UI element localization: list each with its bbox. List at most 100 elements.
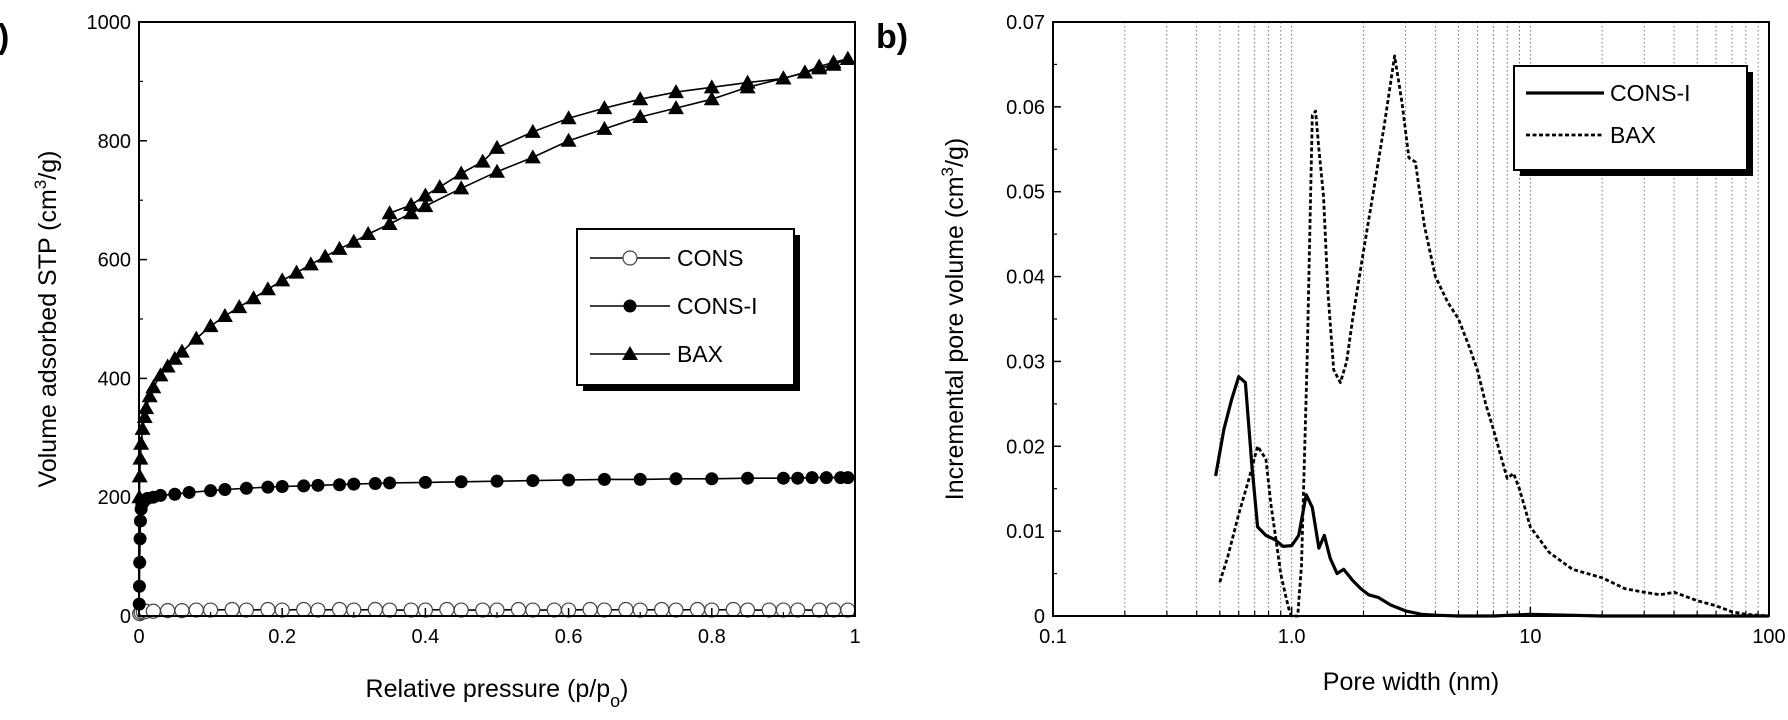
panel-a-series-2-point	[145, 379, 162, 394]
panel-a-ylabel-sup: 3	[31, 180, 50, 189]
panel-b-y-axis-label: Incremental pore volume (cm3/g)	[938, 138, 969, 500]
panel-a-series-2-point	[188, 330, 205, 345]
panel-a-series-0-point	[632, 602, 648, 618]
panel-a-series-1-point	[526, 474, 540, 488]
panel-a-series-1-point	[368, 477, 382, 491]
panel-a-y-axis-label: Volume adsorbed STP (cm3/g)	[31, 151, 62, 488]
panel-b-y-tick-label: 0.04	[1006, 267, 1045, 289]
panel-a-series-2-point	[216, 308, 233, 323]
panel-a-xlabel-main: Relative pressure (p/p	[366, 675, 611, 703]
panel-a-series-3-point	[839, 50, 856, 65]
panel-a-series-0-point	[689, 601, 706, 618]
panel-a-xlabel-tail: )	[620, 675, 628, 703]
panel-a-series-1-point	[841, 471, 855, 485]
panel-a-series-1-point	[347, 477, 361, 491]
panel-a-series-1-point	[311, 478, 325, 492]
panel-a-series-3-point	[739, 74, 756, 89]
panel-a-x-tick-label: 0	[133, 626, 144, 648]
panel-a-ylabel-tail: /g)	[34, 151, 62, 180]
panel-a-series-0-point	[453, 602, 469, 618]
panel-a-series-2-point	[132, 450, 149, 465]
panel-a-series-2-point	[136, 409, 153, 424]
panel-b-y-tick-label: 0	[1034, 606, 1045, 628]
panel-a-series-0-point	[825, 602, 842, 618]
panel-a-legend-marker	[622, 250, 638, 266]
panel-a-ylabel-main: Volume adsorbed STP (cm	[34, 189, 62, 487]
panel-a-series-1-point	[204, 484, 218, 498]
panel-a-series-0-point	[596, 602, 613, 618]
panel-b-y-tick-label: 0.06	[1006, 97, 1045, 119]
panel-a-series-3-point	[668, 84, 684, 99]
panel-a-series-1-point	[819, 471, 833, 485]
panel-a-series-2-point	[138, 400, 155, 415]
panel-a-series-0-point	[439, 601, 455, 618]
panel-a-series-3-point	[596, 100, 613, 115]
panel-a-series-1-point	[332, 478, 346, 492]
panel-a-series-2-point	[245, 290, 262, 305]
panel-a-legend-marker	[622, 346, 638, 360]
panel-b-series-line-0	[1214, 375, 1769, 618]
panel-a-x-tick-label: 0.8	[698, 626, 726, 648]
panel-b-legend: CONS-I BAX	[1513, 65, 1753, 176]
panel-a-x-tick-label: 0.6	[555, 626, 583, 648]
panel-b-legend-items: CONS-I BAX	[1526, 80, 1691, 148]
panel-b-ylabel-tail: /g)	[941, 138, 969, 167]
panel-b-x-tick-label: 10	[1519, 626, 1541, 648]
panel-a-series-0-point	[203, 602, 219, 618]
panel-a-legend-label: CONS-I	[677, 293, 758, 319]
panel-a-series-0-point	[260, 601, 276, 618]
panel-a-legend: CONS CONS-I BAX	[576, 228, 800, 391]
panel-a-x-tick-label: 0.4	[411, 626, 439, 648]
panel-a-series-0-point	[296, 601, 312, 618]
panel-a-y-tick-label: 1000	[87, 12, 132, 34]
panel-a-series-1-point	[275, 480, 289, 494]
panel-b-x-axis-label: Pore width (nm)	[1323, 668, 1499, 696]
panel-a-series-2-point	[152, 367, 169, 382]
panel-a-series-2-point	[453, 180, 470, 195]
panel-a-series-2-point	[703, 91, 720, 106]
panel-a-series-2-point	[417, 198, 434, 213]
panel-b-y-tick-label: 0.03	[1006, 351, 1045, 373]
panel-a-series-0-point	[582, 601, 598, 618]
panel-a-series-0-point	[790, 602, 806, 618]
panel-a-series-0-point	[811, 602, 827, 618]
panel-a-label: )	[0, 18, 9, 56]
panel-a-series-0-point	[668, 602, 684, 618]
panel-a-series-3-point	[632, 91, 649, 106]
panel-a-series-2-point	[668, 100, 684, 115]
panel-a-series-3-point	[474, 153, 491, 168]
panel-a-series-0-point	[382, 602, 398, 618]
panel-a-series-2-point	[259, 281, 276, 296]
panel-b-ylabel-sup: 3	[938, 167, 957, 176]
panel-a-y-tick-label: 800	[98, 131, 131, 153]
panel-a-series-2-point	[231, 299, 248, 314]
panel-b-x-tick-label: 0.1	[1039, 626, 1067, 648]
panel-a-series-2-point	[166, 350, 183, 365]
panel-b-label: b)	[876, 18, 908, 56]
panel-b-ylabel-main: Incremental pore volume (cm	[941, 176, 969, 500]
panel-a-series-3-point	[489, 139, 505, 154]
panel-a-series-2-point	[360, 226, 377, 241]
panel-a-y-tick-label: 600	[98, 250, 131, 272]
panel-a-series-0-point	[546, 602, 562, 618]
panel-b-y-tick-label: 0.01	[1006, 521, 1045, 543]
panel-a-series-0-point	[739, 602, 756, 618]
panel-a-series-3-point	[796, 64, 813, 79]
panel-a-series-3-point	[811, 58, 828, 73]
panel-a-x-tick-label: 1	[849, 626, 860, 648]
panel-a-legend-items: CONS CONS-I BAX	[590, 245, 758, 367]
panel-a-series-1-point	[705, 472, 719, 486]
panel-a-series-1-point	[562, 473, 576, 487]
panel-a-series-1-point	[418, 475, 432, 489]
panel-a-legend-box	[576, 228, 795, 386]
panel-b-y-tick-label: 0.02	[1006, 436, 1045, 458]
panel-b-x-tick-label: 100	[1752, 626, 1785, 648]
panel-a-series-0-point	[725, 601, 741, 618]
panel-a-series-3-point	[825, 54, 842, 69]
panel-a-series-2-point	[524, 149, 541, 164]
panel-a-series-0-point	[654, 601, 670, 618]
panel-a-series-2-point	[489, 163, 505, 178]
panel-a-x-axis-label: Relative pressure (p/po)	[366, 675, 629, 711]
panel-a-series-2-point	[560, 132, 577, 147]
